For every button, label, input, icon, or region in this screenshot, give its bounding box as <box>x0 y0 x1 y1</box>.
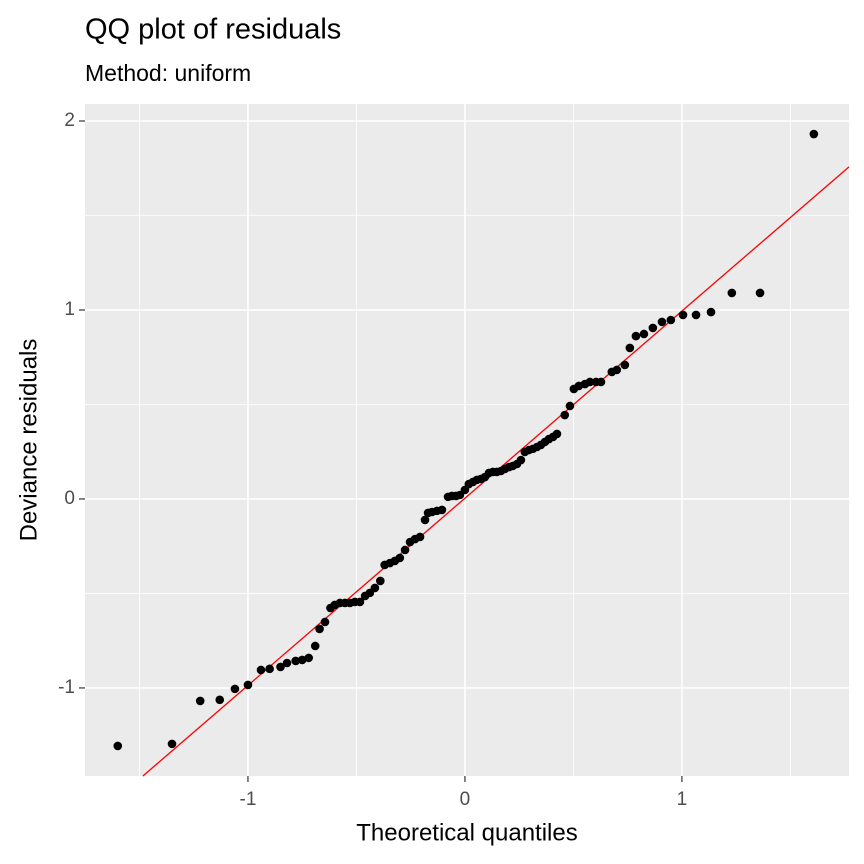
point <box>809 129 819 139</box>
point <box>639 329 649 339</box>
x-axis-title: Theoretical quantiles <box>356 819 577 846</box>
point <box>620 360 630 370</box>
point <box>167 739 177 749</box>
point <box>282 658 292 668</box>
point <box>596 377 606 387</box>
point <box>320 617 330 627</box>
point <box>376 576 385 586</box>
x-tick-label: 0 <box>460 789 471 810</box>
y-tick-label: 1 <box>64 299 75 320</box>
point <box>678 310 688 320</box>
point <box>657 317 667 327</box>
chart-subtitle: Method: uniform <box>85 60 251 86</box>
point <box>560 410 570 420</box>
point <box>727 288 737 298</box>
point <box>516 455 526 465</box>
point <box>755 288 765 298</box>
point <box>400 545 410 555</box>
point <box>113 741 123 751</box>
y-tick-label: 0 <box>64 488 75 509</box>
point <box>195 696 205 706</box>
point <box>552 429 562 439</box>
point <box>265 664 274 674</box>
point <box>691 310 701 320</box>
point <box>256 665 266 675</box>
point <box>310 641 320 651</box>
point <box>370 583 380 593</box>
point <box>648 323 658 333</box>
point <box>415 532 425 542</box>
chart-title: QQ plot of residuals <box>85 14 341 46</box>
point <box>215 695 225 705</box>
point <box>666 315 676 325</box>
point <box>420 515 430 525</box>
y-tick-label: -1 <box>58 677 75 698</box>
point <box>315 624 324 634</box>
x-tick-label: -1 <box>240 789 257 810</box>
point <box>706 307 716 317</box>
point <box>297 655 307 665</box>
x-tick-label: 1 <box>677 789 688 810</box>
point <box>395 553 405 563</box>
point <box>230 684 240 694</box>
point <box>437 505 447 515</box>
point <box>304 653 314 663</box>
y-axis-title: Deviance residuals <box>15 339 42 542</box>
point <box>355 597 365 607</box>
point <box>276 662 285 672</box>
point <box>612 365 622 375</box>
point <box>565 401 575 411</box>
point <box>585 377 595 387</box>
y-tick-label: 2 <box>64 110 75 131</box>
point <box>625 343 635 353</box>
point <box>631 331 641 341</box>
point <box>291 656 300 666</box>
panel <box>85 104 849 776</box>
point <box>243 680 253 690</box>
